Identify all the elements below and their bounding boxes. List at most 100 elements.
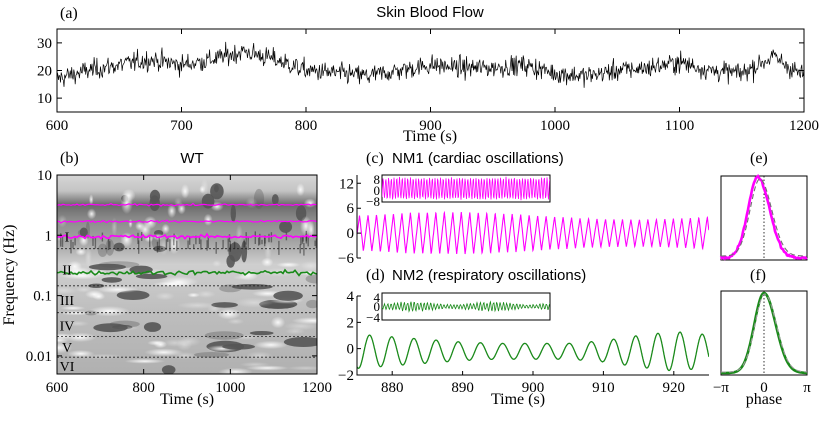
panel-c-inset-tick-2: −8 [366,194,380,209]
wt-streak [167,237,169,242]
wt-streak [222,239,224,249]
wt-streak [158,237,160,250]
wt-blob [228,242,242,262]
panel-a-y-tick-20: 20 [37,64,52,80]
wt-blob [163,338,187,347]
panel-d-x-tick-910: 910 [592,380,615,396]
wt-blob [135,221,145,231]
wt-streak [315,238,317,248]
panel-b-x-tick-800: 800 [132,380,155,396]
panel-c-tick-marks [356,175,361,259]
panel-a-xlabel: Time (s) [403,128,457,145]
wt-streak [227,238,229,252]
wt-blob [196,290,216,298]
panel-c-y-tick-labels: 12 6 0 −6 [338,176,354,267]
wt-blob [161,365,176,374]
wt-streak [74,238,76,246]
wt-blob [270,316,286,329]
panel-d-inset-signal [382,300,550,313]
panel-c-inset-tick-1: 0 [374,183,381,198]
wt-streak [299,244,301,254]
wt-blob [155,292,175,301]
panel-a-y-tick-30: 30 [37,36,52,52]
panel-d-inset-tick-1: 0 [374,299,381,314]
panel-a-x-tick-1100: 1100 [665,118,694,134]
panel-a-y-tick-10: 10 [37,91,52,107]
wt-blob [227,318,245,325]
wt-blob [211,302,239,308]
wt-blob [86,208,97,220]
panel-a-signal-line [56,41,805,88]
wt-blob [303,198,317,208]
wt-streak [245,232,247,245]
panel-d-x-tick-labels: 880 890 900 910 920 [381,380,685,396]
wt-blob [200,178,209,197]
wt-streak [233,241,236,249]
wt-blob [101,277,123,283]
wt-streak [94,236,97,249]
wt-blob [124,358,166,364]
wt-blob [264,240,272,262]
wt-streak [137,232,139,244]
wt-streak [169,239,171,252]
wt-blob [217,308,241,320]
panel-a-axes [56,28,805,113]
panel-d-x-tick-880: 880 [381,380,404,396]
wt-blob [88,194,94,206]
panel-d-y-tick-−2: −2 [338,368,354,384]
panel-d-respiratory-wave [357,331,709,372]
wt-blob [88,283,105,288]
wt-streak [305,233,308,244]
panel-d-inset-y-tick-labels: 40−4 [366,290,380,325]
panel-c-inset-y-tick-labels: 80−8 [366,172,380,209]
wt-blob [230,204,236,222]
panel-c-inset-signal [382,176,550,201]
wt-blob [121,188,136,202]
panel-a-tick-marks [56,29,805,112]
panel-d-inset-tick-2: −4 [366,310,380,325]
wt-streak [176,240,178,251]
panel-a-x-tick-600: 600 [46,118,69,134]
panel-d-letter: (d) [366,267,385,284]
panel-b-tick-marks [56,174,318,374]
panel-d-y-tick-2: 2 [347,315,355,331]
panel-b-y-tick-1: 1 [45,228,53,244]
wt-blob [88,263,126,271]
panel-b-band-boundaries [57,248,317,358]
wt-streak [278,240,280,255]
panel-b-x-tick-labels: 600 800 1000 1200 [46,380,332,396]
wt-blob [271,194,279,205]
wt-blob [249,331,274,336]
panel-b-letter: (b) [60,150,79,167]
wt-blob [246,351,273,361]
panel-b-x-tick-1000: 1000 [215,380,245,396]
band-label-I: I [65,231,70,246]
wt-blob [285,328,305,335]
wt-blob [235,224,243,243]
wt-blob [273,290,303,301]
panel-d-y-tick-4: 4 [347,289,355,305]
wt-blob [159,276,199,288]
wt-blob [234,297,274,308]
panel-d-x-tick-920: 920 [663,380,686,396]
panel-f-x-tick-labels: −π 0 π [713,380,811,396]
wt-blob [235,334,259,340]
wt-blob [177,203,186,215]
wt-blob [147,340,167,346]
wt-streak [285,232,288,241]
wt-blob [286,365,317,371]
panel-b-y-tick-0.1: 0.1 [33,289,52,305]
wt-blob [84,246,92,268]
wt-blob [193,352,230,358]
panel-b-y-tick-0.01: 0.01 [26,349,52,365]
wt-blob [120,232,133,248]
wt-streak [61,235,64,247]
wt-streak [207,236,209,249]
wt-streak [189,236,191,245]
band-label-II: II [62,264,72,279]
panel-a-x-tick-800: 800 [295,118,318,134]
wt-blob [128,218,133,229]
wt-blob [261,257,274,267]
